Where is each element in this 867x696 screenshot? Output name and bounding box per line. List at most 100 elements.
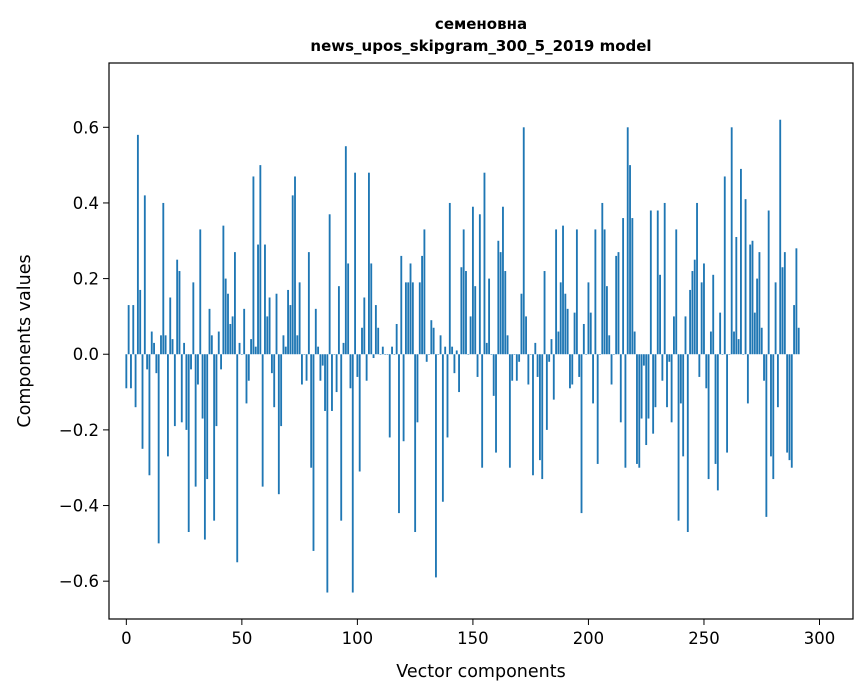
bar [719,312,722,355]
bar [684,316,687,355]
bar [571,354,574,385]
bar [187,354,190,533]
bar [280,354,283,427]
bar [682,354,685,457]
bar [645,354,648,446]
chart-title-line-2: news_upos_skipgram_300_5_2019 model [310,37,651,55]
bar [192,282,195,355]
y-tick-label: −0.4 [59,497,99,516]
bar [740,168,742,355]
x-tick-label: 50 [231,629,252,648]
bar [513,354,516,355]
bar [234,252,236,355]
bar [164,335,167,355]
bar [797,327,800,355]
bar [610,354,613,385]
bar [252,176,255,355]
bar [340,354,343,521]
bar [730,127,733,355]
bar [469,316,472,355]
bar [157,354,160,544]
bar [282,335,285,355]
y-axis-label: Components values [15,254,35,427]
bar [589,312,592,355]
bar [331,354,333,411]
bar [649,210,652,355]
bar [617,252,620,355]
bar [183,342,186,355]
bar [529,354,532,355]
bar [714,354,717,464]
y-tick-label: 0.4 [73,194,99,213]
bar [786,354,789,453]
bar [294,176,296,355]
bar [679,354,682,404]
bar [275,293,278,355]
bar [615,255,618,355]
bar [130,354,132,389]
bar [446,354,449,438]
bar [240,354,243,355]
bar [774,282,777,355]
bar [273,354,276,408]
bar [368,172,370,355]
bar [407,282,410,355]
y-tick-label: −0.6 [59,572,99,591]
bar [532,354,534,476]
bar [428,354,430,355]
bar [391,346,393,355]
bar [351,354,354,593]
bar [541,354,544,480]
bar [483,172,486,355]
bar [321,354,324,366]
bar [243,308,246,355]
bar [631,218,634,355]
bar [213,354,216,521]
x-tick-label: 100 [342,629,374,648]
x-tick-label: 250 [688,629,720,648]
bar [363,297,366,355]
bar [552,354,555,400]
bar [379,354,382,355]
bar [146,354,149,370]
bar [451,346,454,355]
bar [264,244,266,355]
bar [709,331,712,355]
bar [247,354,250,381]
bar [162,202,165,355]
bar [381,346,384,355]
bar [793,305,796,355]
bar [726,354,728,453]
bar [733,331,735,355]
bar [335,354,338,393]
bar [490,354,493,355]
bar [453,354,456,374]
bar [675,229,678,355]
bar [215,354,218,427]
bar [386,354,389,355]
bar [663,202,666,355]
bar [266,316,269,355]
bar [566,308,569,355]
bar [749,244,752,355]
bar [150,331,153,355]
bar [751,240,754,355]
bars-group [125,119,800,593]
bar [296,335,299,355]
bar [668,354,671,362]
bar [723,176,726,355]
bar [201,354,204,419]
bar [575,229,578,355]
bar [377,327,380,355]
bar [347,263,350,355]
bar [582,323,585,355]
bar [781,267,784,355]
bar [652,354,655,434]
bar [222,225,225,355]
bar [206,354,209,480]
bar [608,335,611,355]
bar [324,354,326,411]
bar [393,354,396,355]
bar [758,252,761,355]
bar [317,346,320,355]
